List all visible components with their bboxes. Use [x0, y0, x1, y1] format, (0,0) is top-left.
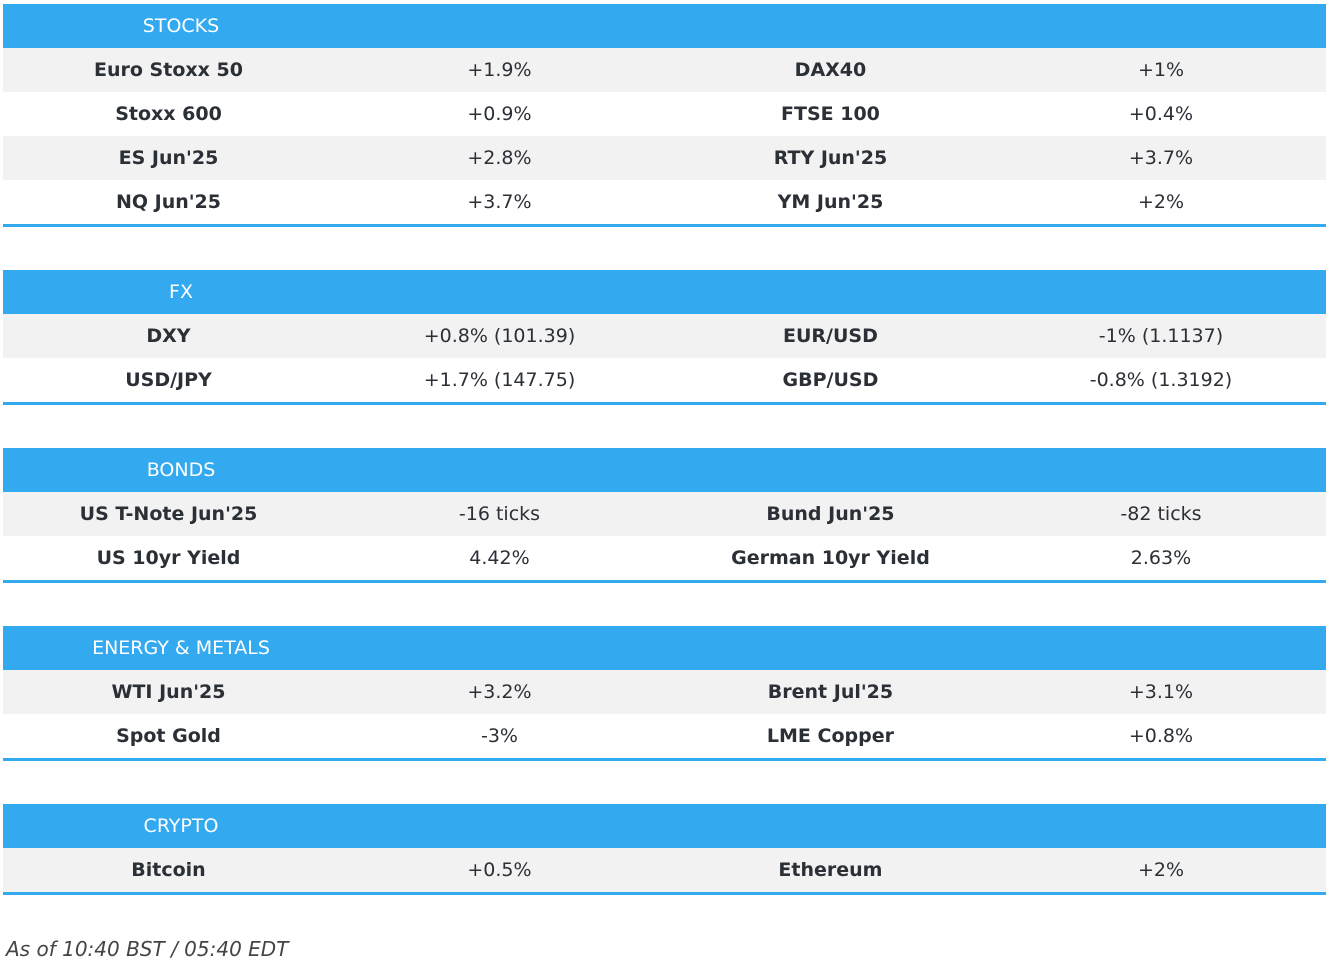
- instrument-name: ES Jun'25: [118, 147, 219, 169]
- section-title: CRYPTO: [143, 815, 219, 837]
- tables: STOCKS Euro Stoxx 50 +1.9% DAX40 +1% Stoxx 60…: [3, 4, 1326, 938]
- section: ENERGY & METALS WTI Jun'25 +3.2% Brent Jul'…: [3, 626, 1326, 761]
- section-title: FX: [169, 281, 193, 303]
- section-header: CRYPTO: [3, 804, 1326, 848]
- section-header: BONDS: [3, 448, 1326, 492]
- table-row: US 10yr Yield 4.42% German 10yr Yield 2.63%: [3, 536, 1326, 580]
- table-row: NQ Jun'25 +3.7% YM Jun'25 +2%: [3, 180, 1326, 224]
- table-row: US T-Note Jun'25 -16 ticks Bund Jun'25 -82 …: [3, 492, 1326, 536]
- instrument-change: +1%: [1137, 59, 1184, 81]
- instrument-change: +0.8% (101.39): [423, 325, 576, 347]
- section-body: Euro Stoxx 50 +1.9% DAX40 +1% Stoxx 600 +0.9%…: [3, 48, 1326, 224]
- section-header: STOCKS: [3, 4, 1326, 48]
- instrument-name: LME Copper: [766, 725, 894, 747]
- instrument-change: -0.8% (1.3192): [1089, 369, 1233, 391]
- instrument-name: US T-Note Jun'25: [79, 503, 258, 525]
- instrument-change: +0.4%: [1128, 103, 1194, 125]
- table-row: Spot Gold -3% LME Copper +0.8%: [3, 714, 1326, 758]
- instrument-name: DXY: [146, 325, 191, 347]
- section-body: WTI Jun'25 +3.2% Brent Jul'25 +3.1% Spot Gol…: [3, 670, 1326, 758]
- instrument-name: DAX40: [794, 59, 867, 81]
- instrument-change: +3.7%: [467, 191, 532, 213]
- instrument-name: YM Jun'25: [777, 191, 884, 213]
- instrument-change: 4.42%: [469, 547, 530, 569]
- instrument-change: +2.8%: [467, 147, 532, 169]
- section-body: DXY +0.8% (101.39) EUR/USD -1% (1.1137) USD/…: [3, 314, 1326, 402]
- instrument-change: +2%: [1137, 859, 1184, 881]
- instrument-change: +3.1%: [1128, 681, 1194, 703]
- footer-note: As of 10:40 BST / 05:40 EDT: [6, 937, 289, 961]
- instrument-name: GBP/USD: [782, 369, 879, 391]
- instrument-change: +0.8%: [1128, 725, 1194, 747]
- instrument-change: +3.2%: [467, 681, 532, 703]
- table-row: WTI Jun'25 +3.2% Brent Jul'25 +3.1%: [3, 670, 1326, 714]
- table-row: Stoxx 600 +0.9% FTSE 100 +0.4%: [3, 92, 1326, 136]
- section: STOCKS Euro Stoxx 50 +1.9% DAX40 +1% Stoxx 60…: [3, 4, 1326, 227]
- instrument-name: Brent Jul'25: [767, 681, 894, 703]
- table-row: USD/JPY +1.7% (147.75) GBP/USD -0.8% (1.319…: [3, 358, 1326, 402]
- instrument-name: WTI Jun'25: [111, 681, 226, 703]
- instrument-change: +1.7% (147.75): [423, 369, 576, 391]
- table-row: Bitcoin +0.5% Ethereum +2%: [3, 848, 1326, 892]
- instrument-name: German 10yr Yield: [731, 547, 930, 569]
- instrument-change: +3.7%: [1128, 147, 1194, 169]
- section: FX DXY +0.8% (101.39) EUR/USD -1% (1.1137) US…: [3, 270, 1326, 405]
- instrument-name: Spot Gold: [116, 725, 221, 747]
- instrument-change: +1.9%: [467, 59, 532, 81]
- instrument-change: 2.63%: [1130, 547, 1192, 569]
- instrument-change: +2%: [1137, 191, 1184, 213]
- instrument-name: Bitcoin: [131, 859, 206, 881]
- instrument-change: -16 ticks: [458, 503, 541, 525]
- instrument-change: -3%: [480, 725, 518, 747]
- section-header: ENERGY & METALS: [3, 626, 1326, 670]
- instrument-change: +0.5%: [467, 859, 532, 881]
- instrument-name: NQ Jun'25: [115, 191, 222, 213]
- instrument-name: RTY Jun'25: [773, 147, 888, 169]
- instrument-change: -1% (1.1137): [1098, 325, 1224, 347]
- instrument-name: Stoxx 600: [115, 103, 222, 125]
- table-row: DXY +0.8% (101.39) EUR/USD -1% (1.1137): [3, 314, 1326, 358]
- instrument-name: FTSE 100: [781, 103, 880, 125]
- instrument-name: US 10yr Yield: [96, 547, 241, 569]
- section-header: FX: [3, 270, 1326, 314]
- section-body: US T-Note Jun'25 -16 ticks Bund Jun'25 -82 …: [3, 492, 1326, 580]
- table-row: Euro Stoxx 50 +1.9% DAX40 +1%: [3, 48, 1326, 92]
- instrument-change: +0.9%: [467, 103, 532, 125]
- instrument-name: Ethereum: [778, 859, 883, 881]
- section: BONDS US T-Note Jun'25 -16 ticks Bund Jun'2…: [3, 448, 1326, 583]
- instrument-change: -82 ticks: [1120, 503, 1202, 525]
- section-body: Bitcoin +0.5% Ethereum +2%: [3, 848, 1326, 892]
- table-row: ES Jun'25 +2.8% RTY Jun'25 +3.7%: [3, 136, 1326, 180]
- section-title: ENERGY & METALS: [92, 637, 270, 659]
- section-title: BONDS: [146, 459, 216, 481]
- instrument-name: USD/JPY: [125, 369, 212, 391]
- section: CRYPTO Bitcoin +0.5% Ethereum +2%: [3, 804, 1326, 895]
- instrument-name: Bund Jun'25: [766, 503, 895, 525]
- instrument-name: Euro Stoxx 50: [94, 59, 243, 81]
- section-title: STOCKS: [142, 15, 220, 37]
- instrument-name: EUR/USD: [783, 325, 878, 347]
